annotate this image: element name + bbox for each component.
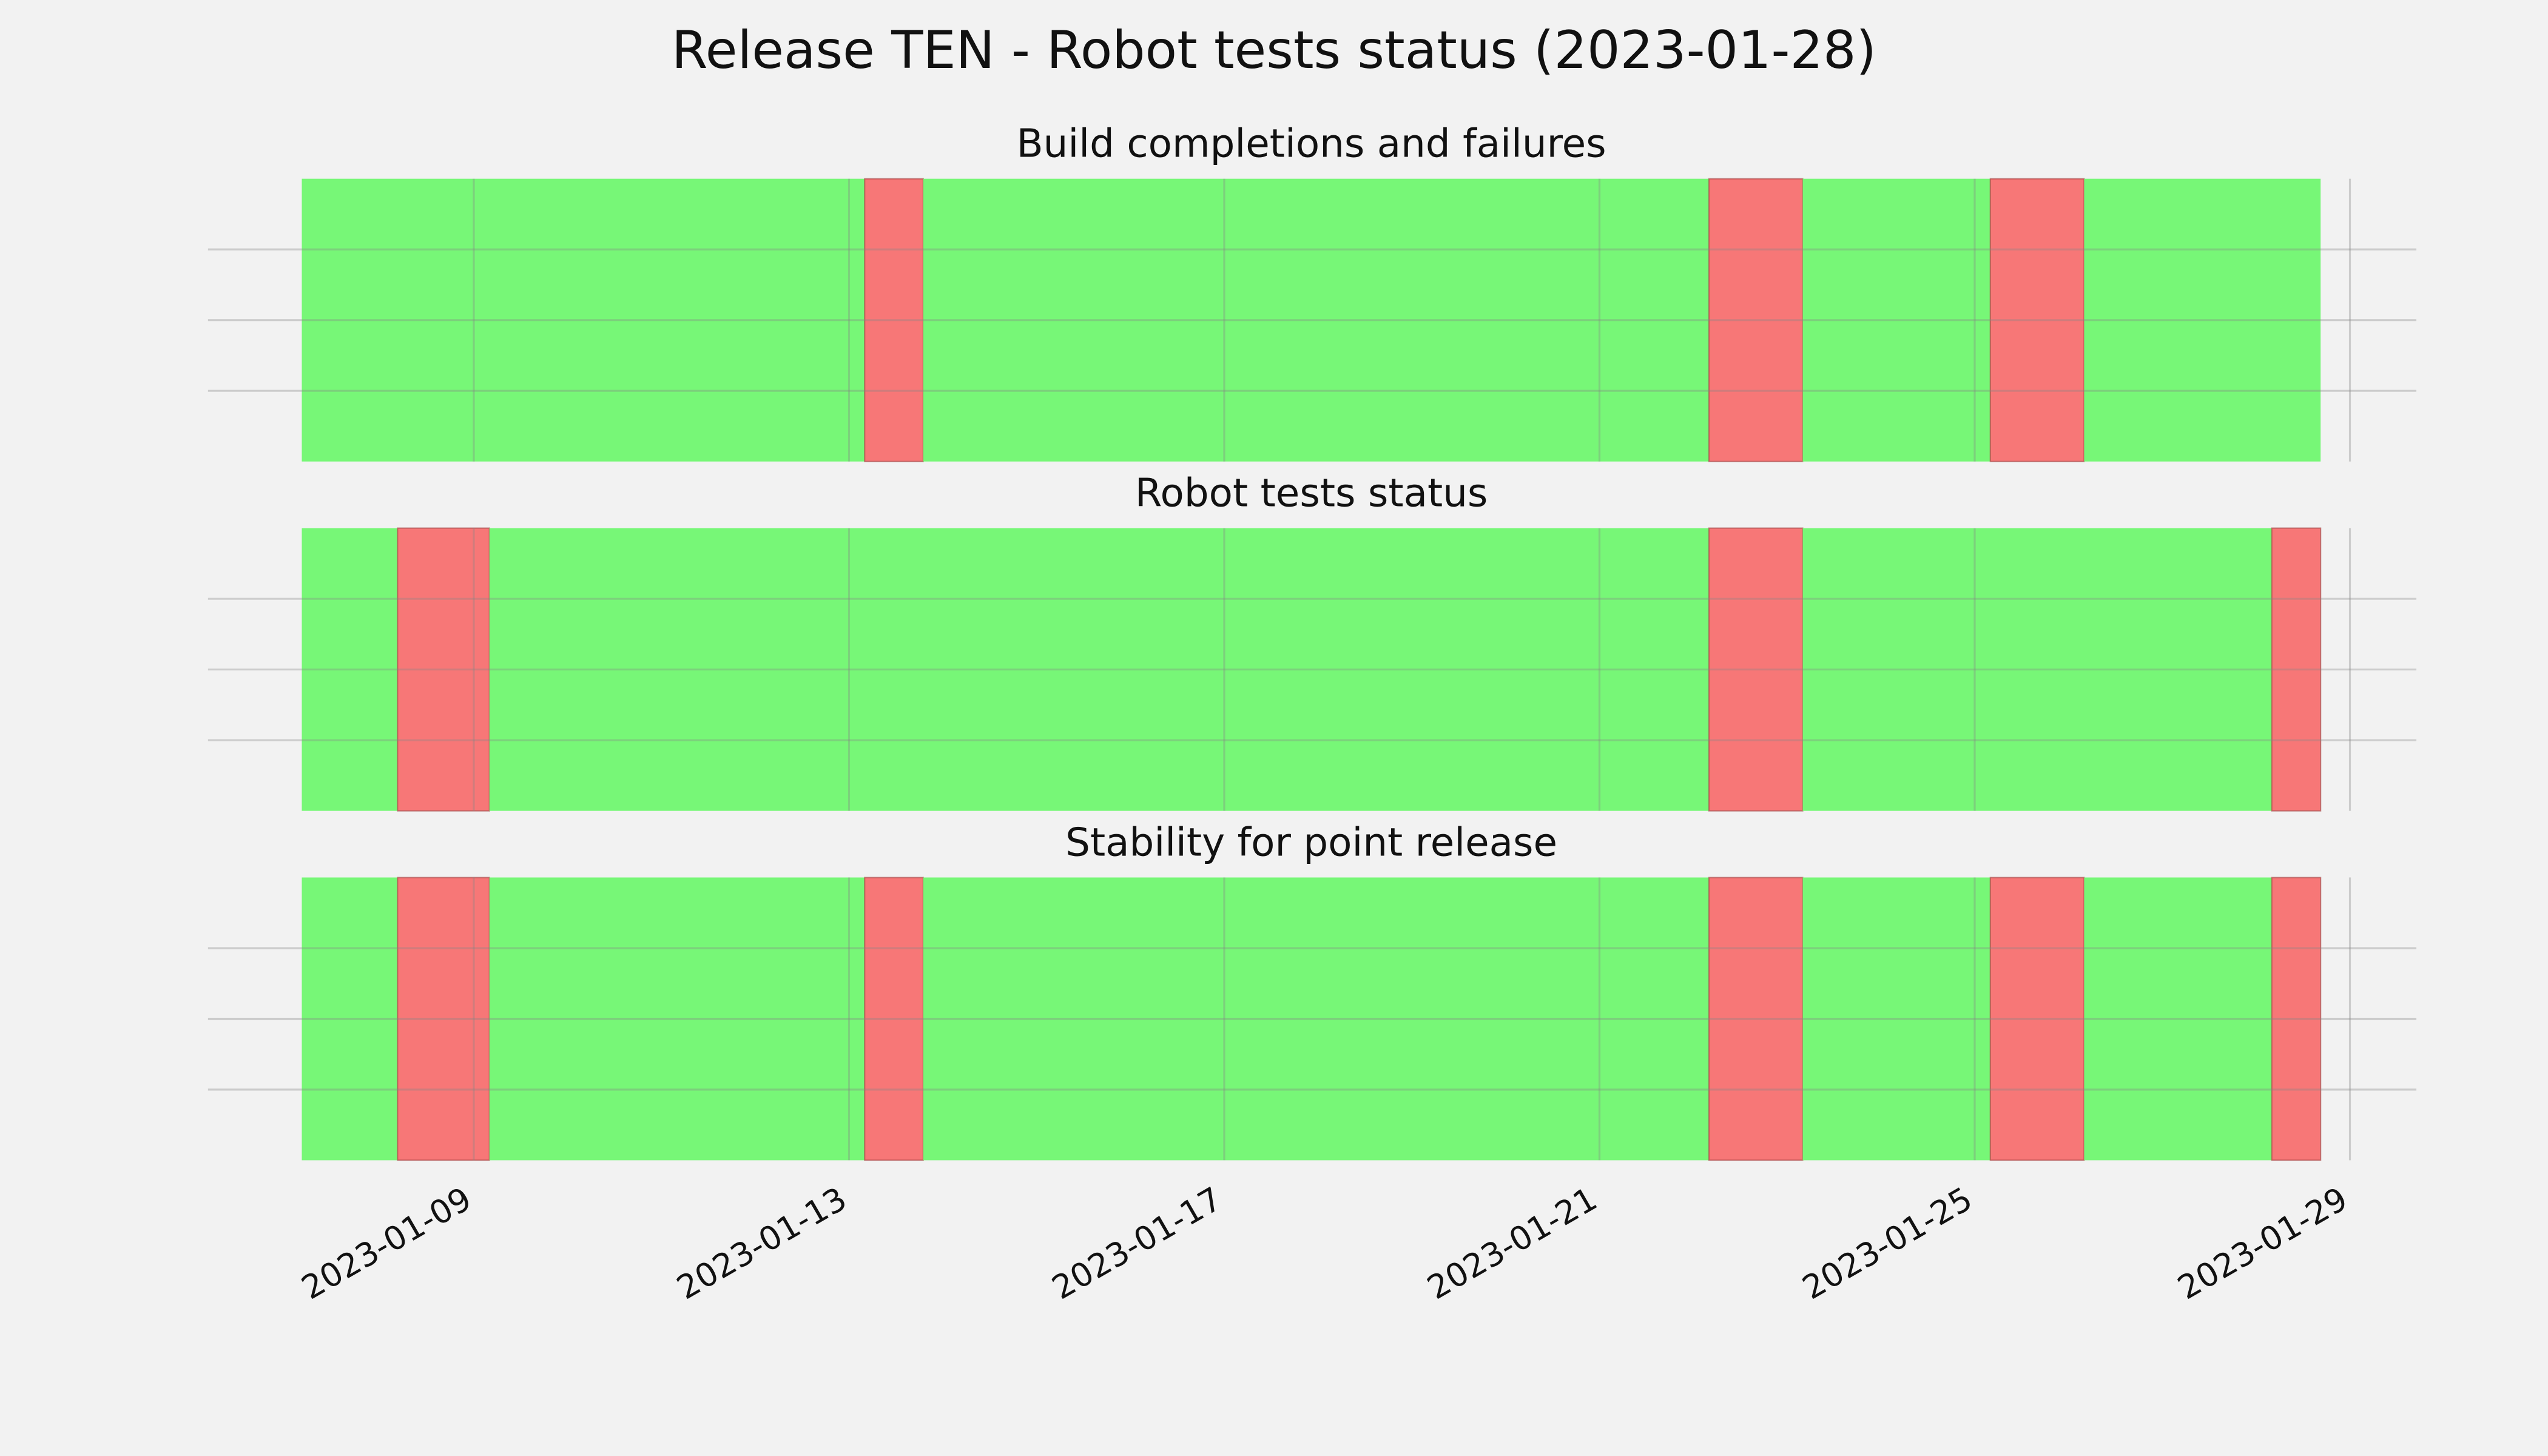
status-span (489, 528, 1709, 811)
subplot-title: Build completions and failures (1017, 121, 1606, 167)
status-span (1989, 877, 2085, 1161)
status-span (2271, 527, 2322, 812)
status-span (489, 877, 865, 1161)
status-span (1802, 528, 2272, 811)
subplot-title: Stability for point release (1065, 820, 1557, 865)
status-span (397, 527, 490, 812)
subplot-title: Robot tests status (1135, 471, 1488, 516)
status-span (864, 877, 924, 1161)
status-span (1802, 877, 1990, 1161)
status-span (864, 178, 924, 462)
status-span (302, 178, 865, 462)
status-span (923, 178, 1709, 462)
status-span (1708, 178, 1804, 462)
status-span (2084, 178, 2321, 462)
chart-title: Release TEN - Robot tests status (2023-0… (672, 20, 1876, 81)
status-span (1802, 178, 1990, 462)
status-span (2271, 877, 2322, 1161)
status-span (1989, 178, 2085, 462)
status-span (2084, 877, 2272, 1161)
status-span (923, 877, 1709, 1161)
status-span (302, 528, 398, 811)
status-span (302, 877, 398, 1161)
status-span (397, 877, 490, 1161)
status-span (1708, 877, 1804, 1161)
status-span (1708, 527, 1804, 812)
